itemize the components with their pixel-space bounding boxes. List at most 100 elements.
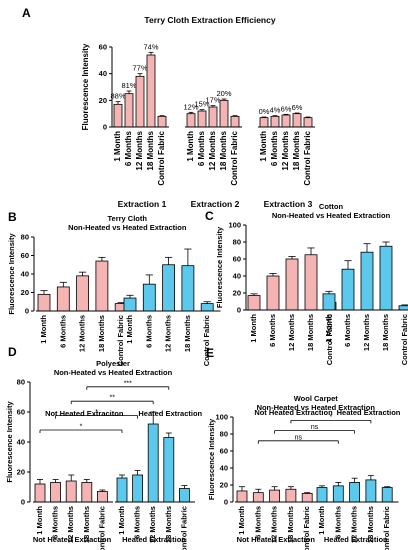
panel-c-category-label: 1 Month	[249, 314, 258, 343]
panel-b-y-tick-label: 80	[21, 233, 29, 242]
panel-e-category-label: 6 Months	[253, 506, 262, 539]
panel-c-letter: C	[205, 209, 214, 223]
panel-a-bar	[124, 93, 134, 128]
panel-a-title: Terry Cloth Extraction Efficiency	[144, 15, 275, 25]
panel-d-category-label: 18 Months	[164, 506, 173, 543]
panel-a-category-label: 18 Months	[146, 130, 155, 170]
panel-a-bar	[157, 115, 167, 128]
panel-b-category-label: 18 Months	[183, 315, 192, 352]
panel-a-category-label: 12 Months	[281, 130, 290, 170]
panel-b-bar	[142, 283, 156, 312]
panel-b-category-label: 12 Months	[164, 315, 173, 352]
panel-a-category-label: 6 Months	[124, 130, 133, 166]
panel-e-bar	[349, 482, 361, 503]
panel-c-y-tick-label: 40	[233, 272, 241, 281]
panel-a-y-tick-label: 40	[99, 69, 107, 78]
panel-a-bar	[186, 113, 196, 128]
panel-c-bar	[285, 258, 299, 311]
panel-a-data-label: 17%	[205, 96, 220, 105]
panel-b-group-label: Heated Extraction	[138, 409, 202, 418]
panel-a-y-tick-label: 0	[103, 123, 107, 132]
panel-e-y-tick-label: 40	[220, 464, 228, 473]
panel-d-bar	[116, 477, 128, 503]
panel-e-significance-label: ns	[295, 434, 303, 441]
panel-a-category-label: Control Fabric	[157, 130, 166, 185]
panel-e-category-label: 6 Months	[333, 506, 342, 539]
panel-e-bar	[252, 492, 264, 503]
panel-a-data-label: 20%	[216, 89, 231, 98]
panel-e-bar	[381, 487, 393, 503]
panel-a-bar	[230, 115, 240, 128]
panel-d-category-label: 18 Months	[82, 506, 91, 543]
panel-e-bar	[269, 489, 281, 503]
panel-b-category-label: 18 Months	[97, 315, 106, 352]
panel-d-y-tick-label: 60	[17, 408, 25, 417]
panel-a-category-label: 6 Months	[270, 130, 279, 166]
panel-e-bar	[365, 479, 377, 503]
panel-a-data-label: 77%	[132, 64, 147, 73]
panel-b-category-label: 6 Months	[58, 315, 67, 348]
panel-b-group-label: Not Heated Extraciton	[45, 409, 124, 418]
panel-d-category-label: 1 Month	[117, 506, 126, 535]
panel-b-bar	[200, 303, 214, 312]
panel-b-subtitle: Non-Heated vs Heated Extraction	[68, 223, 187, 232]
panel-d-y-tick-label: 40	[17, 438, 25, 447]
panel-c-y-tick-label: 80	[233, 238, 241, 247]
panel-a-category-label: 18 Months	[292, 130, 301, 170]
panel-c-category-label: Control Fabric	[400, 314, 408, 365]
panel-a-y-tick-label: 20	[99, 96, 107, 105]
panel-e-title: Wool Carpet	[294, 394, 339, 403]
panel-b-category-label: 12 Months	[78, 315, 87, 352]
panel-a-bar	[197, 110, 207, 128]
panel-c-bar	[341, 268, 355, 311]
panel-d-group-label: Not Heated Extraction	[33, 535, 112, 544]
panel-e-subtitle: Non-Heated vs Heated Extraction	[257, 403, 376, 412]
panel-a-bar	[135, 75, 145, 128]
panel-c-ylabel: Fluorescence Intensity	[215, 226, 224, 308]
panel-e-category-label: 12 Months	[350, 506, 359, 543]
panel-a-bar	[113, 103, 123, 128]
panel-d-bar	[97, 491, 108, 503]
panel-a-group-label: Extraction 3	[264, 199, 313, 209]
panel-a-group-label: Extraction 1	[118, 199, 167, 209]
panel-e-category-label: 18 Months	[366, 506, 375, 543]
panel-a-bar	[259, 117, 269, 128]
panel-d-category-label: 1 Month	[35, 506, 44, 535]
panel-a-data-label: 12%	[183, 102, 198, 111]
panel-b-ylabel: Fluorescence Intensity	[7, 233, 16, 315]
panel-b-bar	[123, 297, 137, 312]
panel-c-y-tick-label: 20	[233, 289, 241, 298]
panel-c-y-tick-label: 60	[233, 255, 241, 264]
panel-a-bar	[292, 113, 302, 128]
panel-d-letter: D	[8, 345, 17, 359]
panel-b-bar	[95, 260, 109, 312]
panel-a-category-label: 12 Months	[208, 130, 217, 170]
panel-c-bar	[398, 305, 408, 311]
panel-d-ylabel: Fluorescence Intensity	[5, 401, 14, 483]
panel-d-significance-label: *	[95, 409, 98, 416]
panel-d-bar	[178, 488, 190, 503]
panel-a-category-label: 1 Month	[259, 131, 268, 162]
panel-d-category-label: Control Fabric	[97, 506, 106, 550]
panel-d-significance-label: ***	[124, 380, 132, 387]
panel-c-category-label: 18 Months	[306, 314, 315, 351]
panel-e-bar	[301, 493, 313, 503]
panel-c-category-label: 12 Months	[287, 314, 296, 351]
panel-a-data-label: 88%	[110, 92, 125, 101]
panel-d-category-label: 6 Months	[133, 506, 142, 539]
panel-e-bar	[332, 485, 344, 503]
panel-e-y-tick-label: 0	[224, 498, 228, 507]
panel-e-y-tick-label: 20	[220, 481, 228, 490]
panel-a-bar	[281, 114, 291, 128]
panel-d-category-label: Control Fabric	[179, 506, 188, 550]
panel-c-subtitle: Non-Heated vs Heated Extraction	[272, 211, 391, 220]
panel-a-category-label: 18 Months	[219, 130, 228, 170]
panel-a-data-label: 74%	[143, 42, 158, 51]
panel-d-significance-label: **	[109, 395, 115, 402]
panel-e-y-tick-label: 100	[215, 413, 228, 422]
panel-b-title: Terry Cloth	[108, 214, 148, 223]
panel-e-y-tick-label: 60	[220, 447, 228, 456]
panel-d-bar	[132, 474, 144, 503]
panel-d-category-label: 12 Months	[66, 506, 75, 543]
